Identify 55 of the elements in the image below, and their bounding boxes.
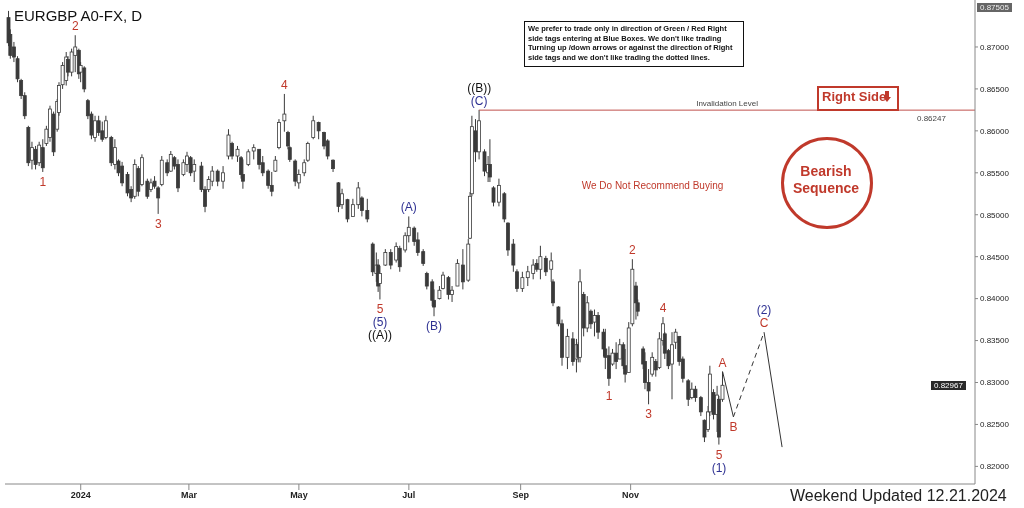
annotation: 0.86247 [917,114,947,124]
x-tick-label: Mar [180,490,198,501]
candlestick [93,115,97,143]
annotation: Right Side [822,89,887,104]
x-tick-label: Nov [622,490,640,501]
y-tick-label: 0.85500 [980,168,1010,178]
annotation: B [729,419,738,434]
candlestick [82,65,87,93]
y-tick-label: 0.85000 [980,210,1010,220]
annotation: 3 [645,407,653,422]
annotation: 4 [659,301,667,316]
y-tick-label: 0.83500 [980,336,1010,346]
candlestick [670,331,674,400]
y-tick-label: 0.86000 [980,126,1010,136]
candlestick [192,158,197,183]
annotation: ((A)) [368,328,393,343]
ref-line-label: Invalidation Level [696,99,759,109]
text: Weekend Updated 12.21.2024 [790,487,1007,505]
annotation: (B) [426,319,443,334]
x-tick-label: May [290,490,308,501]
annotation: Bearish Sequence [791,163,861,197]
annotation: (1) [711,460,727,475]
annotation: 5 [715,447,723,462]
candlestick [33,145,38,170]
x-tick-label: Sep [512,490,530,501]
candlestick [592,309,597,337]
candlestick [282,93,287,133]
y-tick-label: 0.82000 [980,462,1010,472]
annotation: ((B)) [467,80,492,95]
annotation: 0.82967 [931,381,966,390]
annotation: (A) [400,200,417,215]
annotation: A [718,355,727,370]
y-tick-label: 0.87000 [980,42,1010,52]
y-tick-label: 0.86500 [980,84,1010,94]
candlestick [336,181,341,213]
annotation: (5) [372,315,388,330]
annotation: (2) [756,303,772,318]
y-tick-label: 0.82500 [980,420,1010,430]
x-tick-label: 2024 [70,490,91,501]
annotation: We Do Not Recommend Buying [580,180,725,191]
candlestick [293,158,298,187]
annotation: C [759,316,769,331]
annotation: 2 [629,243,637,258]
y-tick-label: 0.84500 [980,252,1010,262]
annotation: 1 [39,174,47,189]
annotation: 5 [376,302,384,317]
x-tick-label: Jul [402,490,416,501]
annotation: 1 [605,388,613,403]
y-tick-label: 0.83000 [980,378,1010,388]
annotation: 3 [154,216,162,231]
candlestick [185,151,189,173]
y-tick-label: 0.84000 [980,294,1010,304]
candlestick [269,171,274,197]
text: 0.87505 [977,3,1012,12]
annotation: 4 [281,77,289,92]
